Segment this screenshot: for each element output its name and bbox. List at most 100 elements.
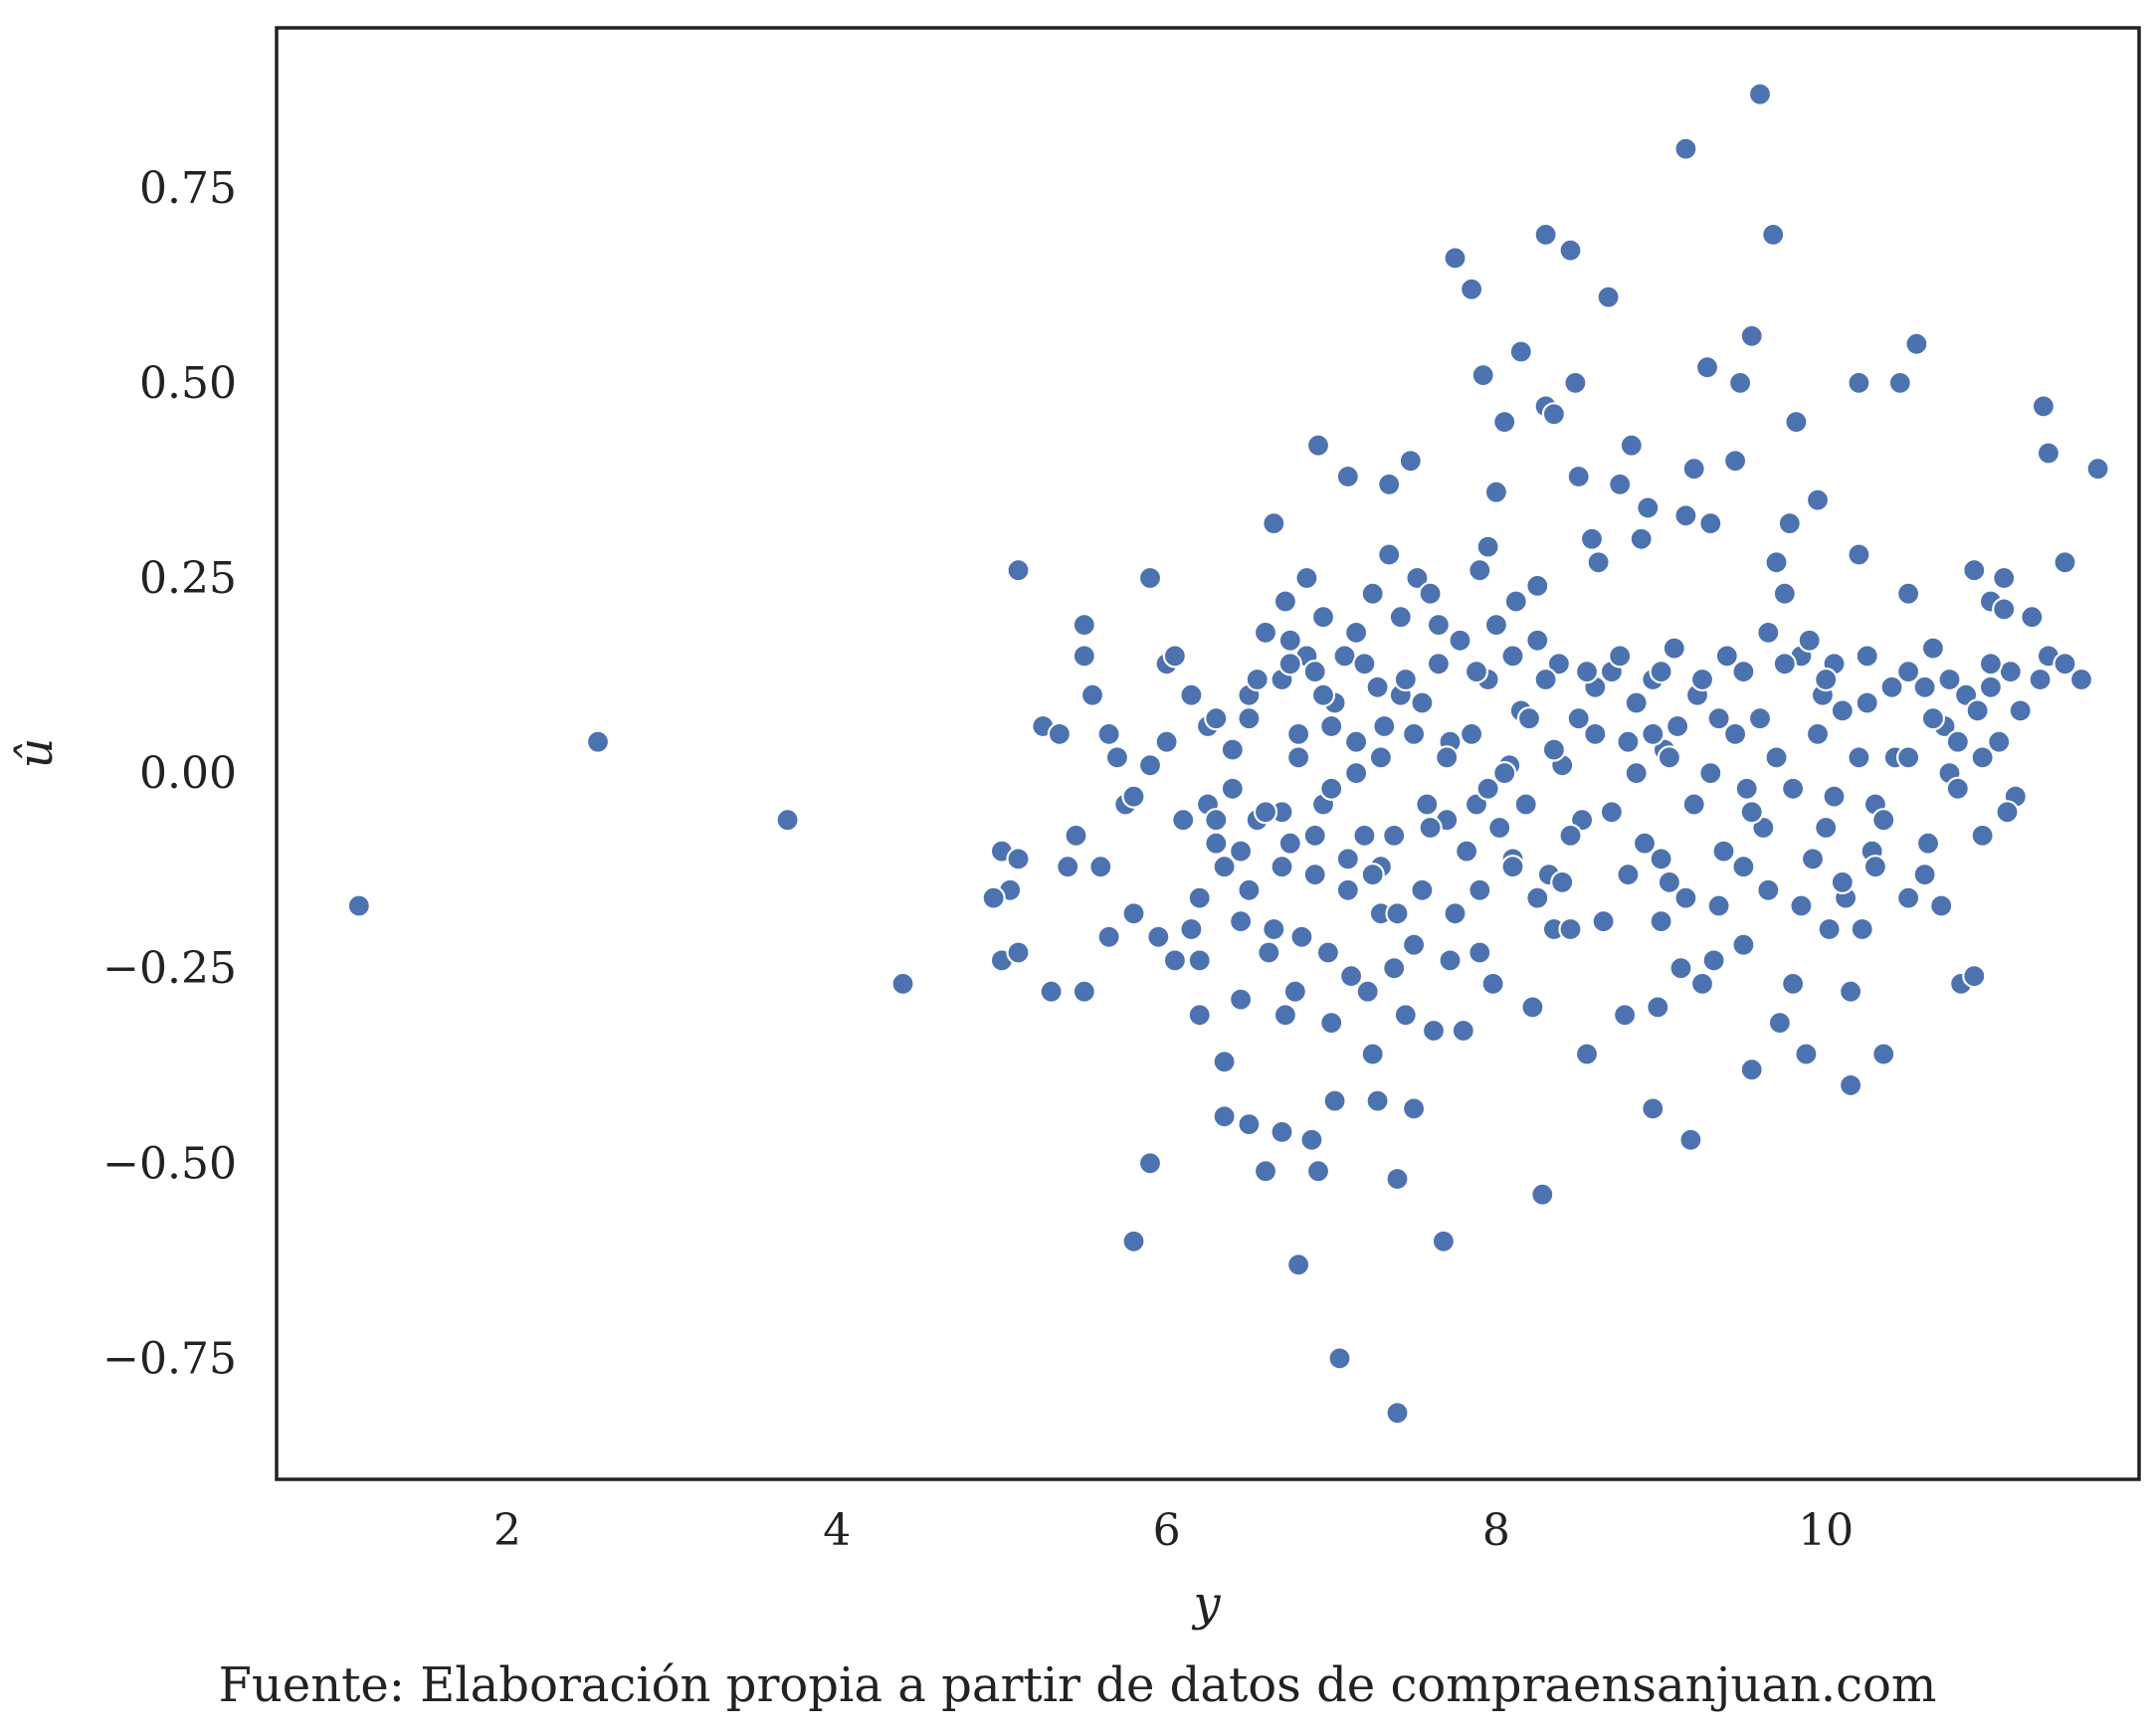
data-point — [2008, 698, 2033, 723]
data-point — [1056, 855, 1080, 879]
data-point — [1377, 472, 1402, 496]
plot-frame — [275, 26, 2141, 1481]
data-point — [1377, 542, 1402, 567]
data-point — [1385, 901, 1410, 926]
data-point — [1525, 885, 1550, 910]
data-point — [1912, 862, 1937, 887]
data-point — [1365, 675, 1390, 699]
data-point — [1992, 597, 2017, 622]
data-point — [1319, 1010, 1344, 1036]
data-point — [1847, 542, 1871, 567]
data-point — [1847, 370, 1871, 395]
data-point — [1262, 916, 1286, 942]
data-point — [1764, 550, 1789, 575]
y-tick-label: 0.75 — [139, 163, 237, 214]
data-point — [1805, 487, 1831, 512]
data-point — [1277, 652, 1302, 676]
data-point — [1739, 1058, 1764, 1082]
data-point — [1912, 675, 1937, 699]
data-point — [1794, 1042, 1819, 1066]
data-point — [1694, 355, 1720, 380]
data-point — [1533, 222, 1558, 247]
data-point — [1734, 776, 1759, 801]
data-point — [1814, 667, 1839, 692]
data-point — [1992, 565, 2017, 591]
data-point — [2031, 394, 2056, 419]
data-point — [2020, 605, 2045, 630]
data-point — [1550, 869, 1575, 895]
data-point — [1483, 480, 1509, 504]
data-point — [1154, 729, 1179, 754]
data-point — [1817, 916, 1842, 942]
data-point — [1006, 847, 1031, 871]
data-point — [1299, 1127, 1324, 1152]
data-point — [1162, 948, 1188, 973]
data-point — [1228, 908, 1254, 934]
data-point — [1761, 222, 1786, 247]
points-layer — [346, 82, 2110, 1426]
data-point — [1608, 472, 1633, 496]
data-point — [1332, 644, 1357, 669]
data-point — [1747, 706, 1773, 731]
data-point — [1574, 1042, 1600, 1066]
data-point — [1468, 558, 1492, 583]
data-point — [1410, 877, 1435, 902]
data-point — [1212, 855, 1237, 879]
data-point — [1800, 847, 1826, 871]
data-point — [1978, 675, 2004, 699]
data-point — [1398, 449, 1423, 474]
data-point — [1237, 1111, 1262, 1137]
data-point — [1722, 449, 1748, 474]
data-point — [1566, 464, 1591, 489]
data-point — [1937, 667, 1962, 692]
data-point — [1285, 1253, 1311, 1277]
data-point — [1237, 877, 1262, 902]
data-point — [1777, 510, 1802, 536]
data-point — [1220, 737, 1245, 762]
data-point — [1871, 1042, 1896, 1066]
data-point — [1146, 924, 1171, 949]
data-point — [1739, 800, 1764, 825]
data-point — [1315, 940, 1341, 965]
data-point — [2028, 667, 2053, 692]
data-point — [1079, 682, 1105, 707]
data-point — [1731, 659, 1756, 684]
data-point — [1673, 885, 1698, 910]
data-point — [1701, 948, 1726, 973]
x-tick-label: 2 — [493, 1505, 521, 1556]
data-point — [1096, 721, 1121, 747]
data-point — [1310, 605, 1336, 630]
data-point — [1270, 855, 1294, 879]
data-point — [1470, 363, 1495, 388]
data-point — [981, 885, 1006, 910]
data-point — [1382, 823, 1407, 849]
data-point — [1689, 971, 1715, 997]
data-point — [1668, 956, 1693, 981]
data-point — [1382, 956, 1407, 981]
data-point — [1895, 659, 1921, 684]
data-point — [1187, 1003, 1212, 1028]
data-point — [1945, 776, 1970, 801]
data-point — [1415, 792, 1440, 817]
data-point — [1435, 745, 1460, 770]
data-point — [2053, 550, 2077, 575]
data-point — [1047, 721, 1073, 747]
data-point — [1546, 652, 1572, 676]
data-point — [1998, 659, 2023, 684]
data-point — [1253, 620, 1278, 646]
data-point — [1920, 636, 1946, 661]
data-point — [1780, 776, 1806, 801]
data-point — [1962, 558, 1987, 583]
x-ticks: 2 4 6 8 10 — [493, 1505, 1854, 1556]
data-point — [1121, 901, 1146, 926]
data-point — [1468, 940, 1492, 965]
data-point — [1629, 526, 1654, 551]
data-point — [1302, 823, 1327, 849]
data-point — [1096, 924, 1121, 949]
data-point — [1302, 659, 1327, 684]
data-point — [1862, 855, 1888, 879]
data-point — [1673, 136, 1698, 161]
data-point — [1418, 815, 1443, 841]
data-point — [1731, 855, 1756, 879]
